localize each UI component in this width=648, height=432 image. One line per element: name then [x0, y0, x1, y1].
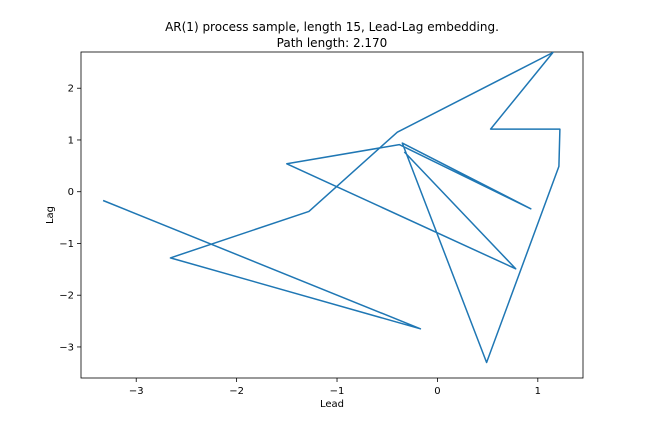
series-line — [102, 51, 561, 364]
x-tick-label: 0 — [434, 386, 440, 397]
x-tick-label: −2 — [229, 386, 244, 397]
x-axis: −3 −2 −1 0 1 — [129, 378, 541, 397]
y-tick-label: 0 — [68, 187, 74, 198]
chart-title: AR(1) process sample, length 15, Lead-La… — [165, 20, 499, 34]
plot-frame — [80, 51, 584, 379]
y-axis-label: Lag — [45, 206, 56, 224]
y-tick-label: 2 — [68, 84, 74, 95]
x-axis-label: Lead — [320, 399, 344, 410]
series-layer — [102, 51, 561, 364]
x-tick-label: −3 — [129, 386, 144, 397]
y-tick-label: 1 — [68, 135, 74, 146]
y-tick-label: −3 — [59, 342, 74, 353]
y-tick-label: −2 — [59, 291, 74, 302]
x-tick-label: 1 — [535, 386, 541, 397]
y-tick-label: −1 — [59, 239, 74, 250]
x-tick-label: −1 — [330, 386, 345, 397]
y-axis: −3 −2 −1 0 1 2 — [59, 84, 81, 353]
chart-subtitle: Path length: 2.170 — [277, 36, 388, 50]
